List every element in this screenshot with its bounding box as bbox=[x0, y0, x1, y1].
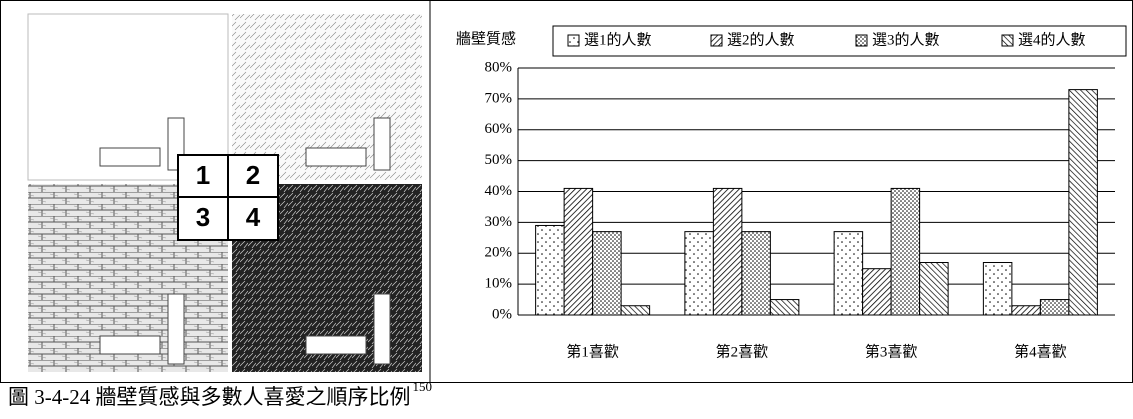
y-tick-label: 80% bbox=[485, 59, 513, 75]
y-tick-label: 70% bbox=[485, 90, 513, 106]
legend-label: 選4的人數 bbox=[1018, 31, 1086, 48]
bar bbox=[919, 262, 949, 316]
x-tick-label: 第2喜歡 bbox=[716, 342, 769, 360]
bar bbox=[741, 231, 771, 316]
legend-swatch bbox=[567, 34, 580, 47]
panel-label: 2 bbox=[246, 160, 260, 190]
bar bbox=[712, 187, 743, 316]
y-tick-label: 40% bbox=[485, 183, 513, 199]
illustration: 1 2 3 4 bbox=[27, 13, 422, 372]
bar bbox=[890, 187, 921, 316]
legend-label: 選2的人數 bbox=[727, 31, 795, 48]
caption-ref: 150 bbox=[413, 379, 433, 394]
y-tick-label: 60% bbox=[485, 121, 513, 137]
legend-swatch bbox=[1001, 34, 1014, 47]
bar bbox=[563, 187, 594, 316]
x-tick-label: 第3喜歡 bbox=[865, 342, 918, 360]
bar bbox=[684, 231, 714, 316]
bar bbox=[833, 231, 864, 316]
panel-label: 1 bbox=[196, 160, 210, 190]
legend-label: 選1的人數 bbox=[584, 31, 652, 48]
bar bbox=[592, 231, 622, 316]
y-tick-label: 0% bbox=[492, 306, 512, 322]
x-tick-label: 第4喜歡 bbox=[1014, 342, 1067, 360]
bar bbox=[769, 299, 800, 316]
legend-swatch bbox=[710, 34, 723, 47]
bar bbox=[982, 262, 1013, 316]
legend-box bbox=[552, 25, 1127, 57]
x-tick-label: 第1喜歡 bbox=[566, 342, 619, 360]
y-tick-label: 30% bbox=[485, 214, 513, 230]
y-tick-label: 50% bbox=[485, 152, 513, 168]
bar bbox=[1011, 305, 1041, 316]
bar bbox=[1068, 89, 1098, 316]
bar bbox=[1039, 299, 1070, 316]
y-tick-label: 20% bbox=[485, 245, 513, 261]
legend-title: 牆壁質感 bbox=[456, 29, 516, 47]
legend-label: 選3的人數 bbox=[872, 31, 940, 48]
bar bbox=[620, 305, 651, 316]
panel-label: 4 bbox=[246, 202, 261, 232]
panel-label: 3 bbox=[196, 202, 210, 232]
bar bbox=[862, 268, 892, 316]
bar bbox=[535, 224, 565, 316]
y-tick-label: 10% bbox=[485, 276, 513, 292]
caption: 圖 3-4-24 牆壁質感與多數人喜愛之順序比例 bbox=[8, 385, 411, 409]
legend-swatch bbox=[855, 34, 868, 47]
